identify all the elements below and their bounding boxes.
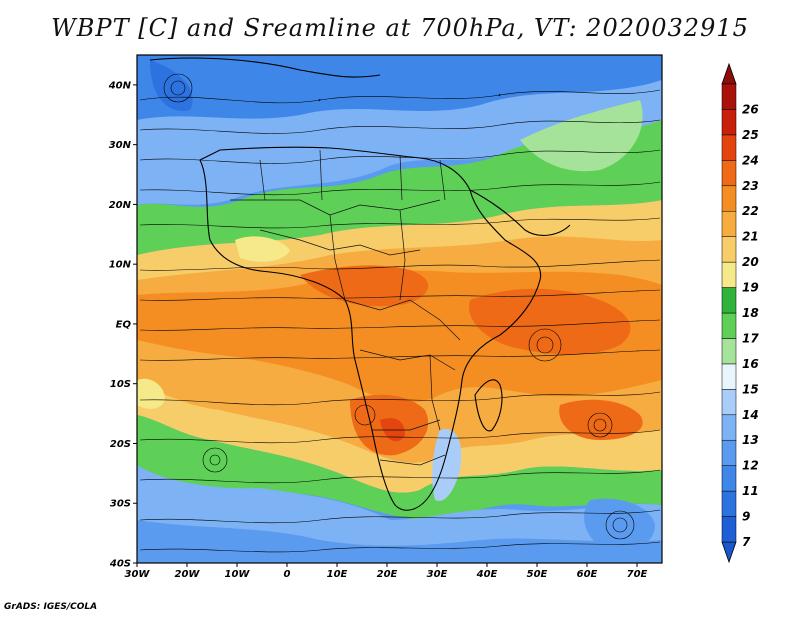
latitude-axis: 40N 30N 20N 10N EQ 10S 20S 30S 40S [108,80,137,570]
colorbar-label: 21 [742,230,759,244]
colorbar-segment [721,312,737,339]
colorbar-label: 20 [742,255,759,269]
lon-tick-label: 0 [284,569,291,580]
longitude-axis: 30W 20W 10W 0 10E 20E 30E 40E 50E 60E 70E [125,563,648,580]
lon-tick-label: 10W [225,569,251,580]
colorbar-segment [721,516,737,543]
colorbar-label: 26 [742,102,759,116]
lon-tick-label: 40E [476,569,498,580]
colorbar-label: 16 [742,357,759,371]
colorbar-label: 11 [742,484,759,498]
colorbar-segment [721,160,737,187]
lat-tick-label: 10N [109,260,132,271]
colorbar-segment [721,363,737,390]
lon-tick-label: 10E [327,569,348,580]
wbpt-field [137,55,662,563]
lon-tick-label: 20E [377,569,398,580]
colorbar-segment [721,109,737,136]
colorbar-label: 12 [742,459,759,473]
colorbar-label: 19 [742,281,759,295]
colorbar-segment [721,134,737,161]
lon-tick-label: 30E [427,569,448,580]
colorbar-segment [721,389,737,416]
colorbar-label: 17 [742,331,759,345]
colorbar-label: 7 [742,535,751,549]
lat-tick-label: EQ [116,319,132,330]
map-title: WBPT [C] and Sreamline at 700hPa, VT: 20… [51,14,749,42]
colorbar-segment [721,338,737,365]
colorbar-label: 13 [742,433,759,447]
colorbar-over-triangle [721,62,737,85]
lat-tick-label: 30N [109,140,132,151]
coastlines [149,57,571,511]
colorbar-label: 9 [742,510,750,524]
colorbar-segment [721,185,737,212]
colorbar-segment [721,261,737,288]
lat-tick-label: 10S [110,379,131,390]
lat-tick-label: 30S [110,499,131,510]
lat-tick-label: 20N [109,200,132,211]
colorbar-label: 25 [742,128,759,142]
colorbar-segment [721,439,737,466]
colorbar-segment [721,490,737,517]
colorbar-label: 18 [742,306,759,320]
lat-tick-label: 40N [108,80,132,91]
colorbar-label: 22 [742,204,759,218]
streamlines [139,73,661,553]
colorbar-label: 14 [742,408,759,422]
colorbar-label: 15 [742,382,759,396]
country-borders [230,149,461,466]
lat-tick-label: 20S [110,439,131,450]
colorbar-segment [721,414,737,441]
colorbar-segment [721,465,737,492]
lon-tick-label: 60E [577,569,598,580]
lat-tick-label: 40S [109,559,131,570]
lon-tick-label: 70E [627,569,648,580]
lon-tick-label: 50E [527,569,548,580]
colorbar-segment [721,287,737,314]
colorbar: 7 9 11 12 13 14 15 16 17 18 19 20 21 22 23 24 25 26 [721,62,759,564]
colorbar-segment [721,236,737,263]
footer-credit: GrADS: IGES/COLA [4,602,98,612]
colorbar-under-triangle [721,541,737,564]
lon-tick-label: 30W [125,569,151,580]
colorbar-label: 23 [742,179,759,193]
colorbar-segment [721,210,737,237]
plot-frame [136,54,663,564]
colorbar-segment [721,83,737,110]
colorbar-label: 24 [742,153,759,167]
lon-tick-label: 20W [175,569,201,580]
